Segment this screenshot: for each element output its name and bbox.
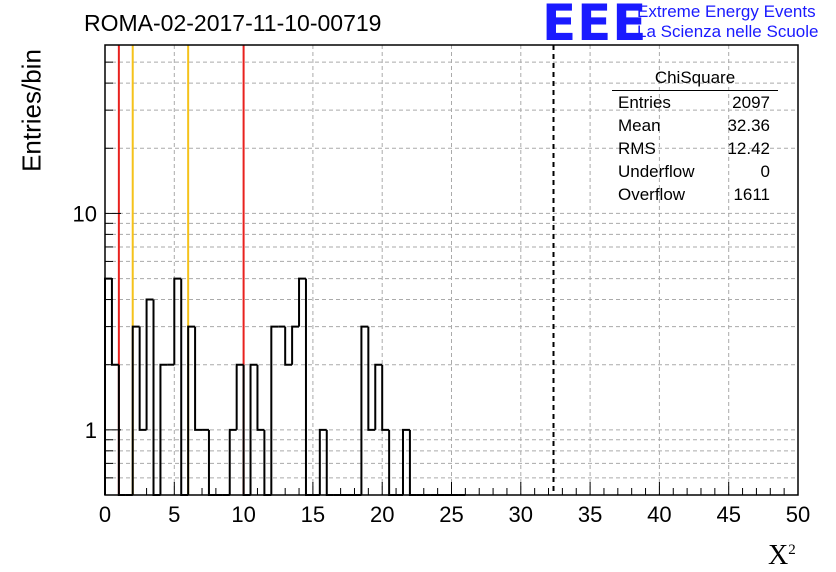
histogram-bin (249, 363, 258, 495)
histogram-bin (104, 277, 112, 495)
chart-title: ROMA-02-2017-11-10-00719 (84, 10, 382, 36)
y-tick-label: 1 (85, 418, 97, 443)
histogram-bin (159, 363, 168, 495)
histogram-bin (291, 325, 300, 365)
histogram-bin (194, 326, 203, 431)
histogram-bin (381, 364, 390, 431)
x-tick-label: 40 (647, 502, 671, 527)
histogram-bin (173, 277, 182, 365)
histogram-bin (131, 325, 140, 495)
histogram-bin (110, 278, 119, 366)
histogram-bin (235, 363, 244, 430)
histogram-bin (270, 325, 279, 495)
stats-title: ChiSquare (612, 68, 778, 91)
x-tick-label: 20 (370, 502, 394, 527)
histogram-bin (284, 326, 293, 366)
x-axis-label: X2 (768, 540, 796, 571)
histogram-bin (360, 325, 369, 495)
histogram-bin (145, 298, 154, 430)
x-tick-label: 15 (301, 502, 325, 527)
x-tick-label: 30 (509, 502, 533, 527)
histogram-bin (256, 364, 265, 431)
histogram-bin (367, 326, 376, 431)
x-tick-label: 5 (168, 502, 180, 527)
histogram-bin (374, 363, 383, 430)
histogram-bin (228, 428, 237, 495)
logo-line-2: La Scienza nelle Scuole (637, 22, 819, 41)
histogram-bin (152, 299, 161, 496)
x-tick-label: 0 (99, 502, 111, 527)
stats-row-overflow: Overflow 1611 (618, 185, 770, 204)
histogram-bin (180, 278, 189, 496)
histogram-bin (401, 428, 410, 495)
x-tick-label: 45 (716, 502, 740, 527)
x-tick-label: 50 (786, 502, 810, 527)
y-tick-label: 10 (73, 201, 97, 226)
stats-row-rms: RMS 12.42 (618, 139, 770, 158)
y-axis-label: Entries/bin (16, 49, 47, 172)
eee-logo: EEE (542, 0, 648, 52)
stats-row-underflow: Underflow 0 (618, 162, 770, 181)
stats-box: ChiSquare Entries 2097 Mean 32.36 RMS 12.42… (612, 68, 778, 206)
x-tick-label: 35 (578, 502, 602, 527)
stats-row-mean: Mean 32.36 (618, 116, 770, 135)
histogram-bin (187, 325, 196, 495)
histogram-bin (318, 428, 327, 495)
x-tick-label: 10 (231, 502, 255, 527)
x-tick-label: 25 (439, 502, 463, 527)
histogram-bin (298, 277, 306, 327)
histogram-bin (304, 278, 313, 496)
logo-line-1: Extreme Energy Events (637, 2, 816, 21)
stats-row-entries: Entries 2097 (618, 93, 770, 112)
histogram-bin (138, 326, 147, 431)
